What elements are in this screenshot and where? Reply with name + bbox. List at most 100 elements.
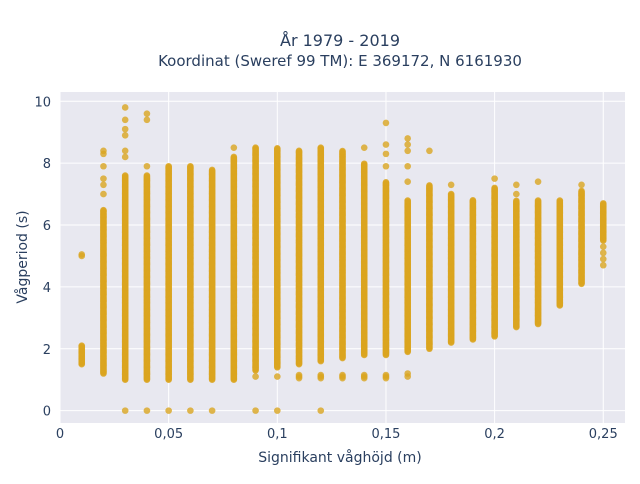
x-tick-label: 0,25: [589, 427, 618, 442]
data-point: [100, 147, 107, 155]
data-point: [426, 182, 433, 189]
data-column: [578, 181, 585, 288]
x-tick-labels: 0 0,05 0,1 0,15 0,2 0,25: [56, 427, 618, 442]
data-point: [100, 181, 107, 189]
data-point: [187, 162, 194, 170]
data-point: [360, 371, 368, 379]
data-point: [143, 162, 151, 170]
data-column: [534, 178, 542, 328]
data-point: [252, 407, 259, 414]
data-point: [230, 153, 238, 161]
chart-title-line1: År 1979 - 2019: [280, 31, 400, 50]
data-column: [447, 181, 455, 346]
data-point: [339, 147, 346, 155]
data-point: [208, 166, 216, 174]
data-point: [121, 104, 129, 111]
data-column: [360, 144, 368, 382]
y-axis-label: Vågperiod (s): [14, 210, 31, 303]
y-tick-label: 10: [34, 95, 51, 110]
data-column: [382, 119, 390, 382]
data-column: [469, 196, 477, 343]
data-point: [513, 181, 520, 189]
data-point: [556, 197, 564, 204]
data-column: [165, 162, 172, 414]
data-column: [100, 147, 107, 377]
data-point: [382, 141, 390, 148]
data-point: [121, 125, 129, 133]
data-column: [491, 175, 498, 340]
data-point: [599, 255, 607, 263]
data-point: [513, 197, 520, 205]
y-tick-label: 6: [43, 219, 51, 234]
data-column: [599, 200, 607, 269]
data-point: [599, 249, 607, 257]
data-point: [360, 160, 368, 168]
data-point: [100, 206, 107, 214]
data-point: [317, 407, 325, 414]
data-point: [382, 179, 390, 186]
data-point: [121, 147, 129, 155]
data-point: [317, 371, 325, 379]
data-column: [295, 147, 303, 382]
data-point: [599, 243, 607, 250]
data-point: [491, 184, 498, 192]
data-point: [143, 110, 151, 117]
data-point: [121, 153, 129, 161]
data-point: [78, 342, 86, 349]
data-column: [274, 145, 281, 414]
data-point: [121, 132, 129, 139]
data-point: [534, 178, 542, 186]
data-point: [404, 370, 411, 377]
data-point: [165, 162, 172, 170]
y-tick-label: 8: [43, 157, 51, 172]
data-point: [404, 135, 411, 142]
data-point: [404, 178, 411, 186]
x-axis-label: Signifikant våghöjd (m): [258, 449, 421, 466]
x-tick-label: 0,2: [484, 427, 505, 442]
data-point: [121, 116, 129, 124]
data-point: [143, 116, 151, 124]
data-point: [295, 371, 303, 379]
data-point: [274, 145, 281, 152]
data-column: [513, 181, 520, 331]
y-tick-label: 0: [43, 405, 51, 420]
data-point: [274, 407, 281, 414]
data-point: [100, 175, 107, 182]
data-point: [469, 196, 477, 204]
data-point: [143, 172, 151, 179]
data-point: [382, 371, 390, 379]
data-point: [187, 407, 194, 414]
data-point: [295, 147, 303, 155]
data-point: [599, 261, 607, 269]
x-tick-label: 0: [56, 427, 64, 442]
data-point: [447, 181, 455, 189]
x-tick-label: 0,05: [154, 427, 183, 442]
data-point: [121, 407, 129, 414]
data-column: [252, 144, 259, 414]
data-point: [404, 162, 411, 170]
data-point: [78, 251, 86, 258]
data-point: [121, 172, 129, 179]
data-point: [404, 147, 411, 155]
data-point: [252, 373, 259, 380]
data-point: [382, 150, 390, 158]
data-point: [578, 181, 585, 189]
chart-title-line2: Koordinat (Sweref 99 TM): E 369172, N 61…: [158, 52, 522, 70]
data-column: [230, 144, 238, 383]
data-point: [143, 407, 151, 414]
data-point: [100, 162, 107, 170]
data-point: [513, 190, 520, 198]
data-column: [317, 144, 325, 414]
x-tick-label: 0,1: [267, 427, 288, 442]
data-point: [599, 200, 607, 207]
data-point: [534, 197, 542, 204]
data-point: [447, 190, 455, 198]
data-point: [165, 407, 172, 414]
data-point: [208, 407, 216, 414]
data-point: [100, 190, 107, 198]
data-column: [121, 104, 129, 414]
x-tick-label: 0,15: [371, 427, 400, 442]
data-column: [208, 166, 216, 414]
